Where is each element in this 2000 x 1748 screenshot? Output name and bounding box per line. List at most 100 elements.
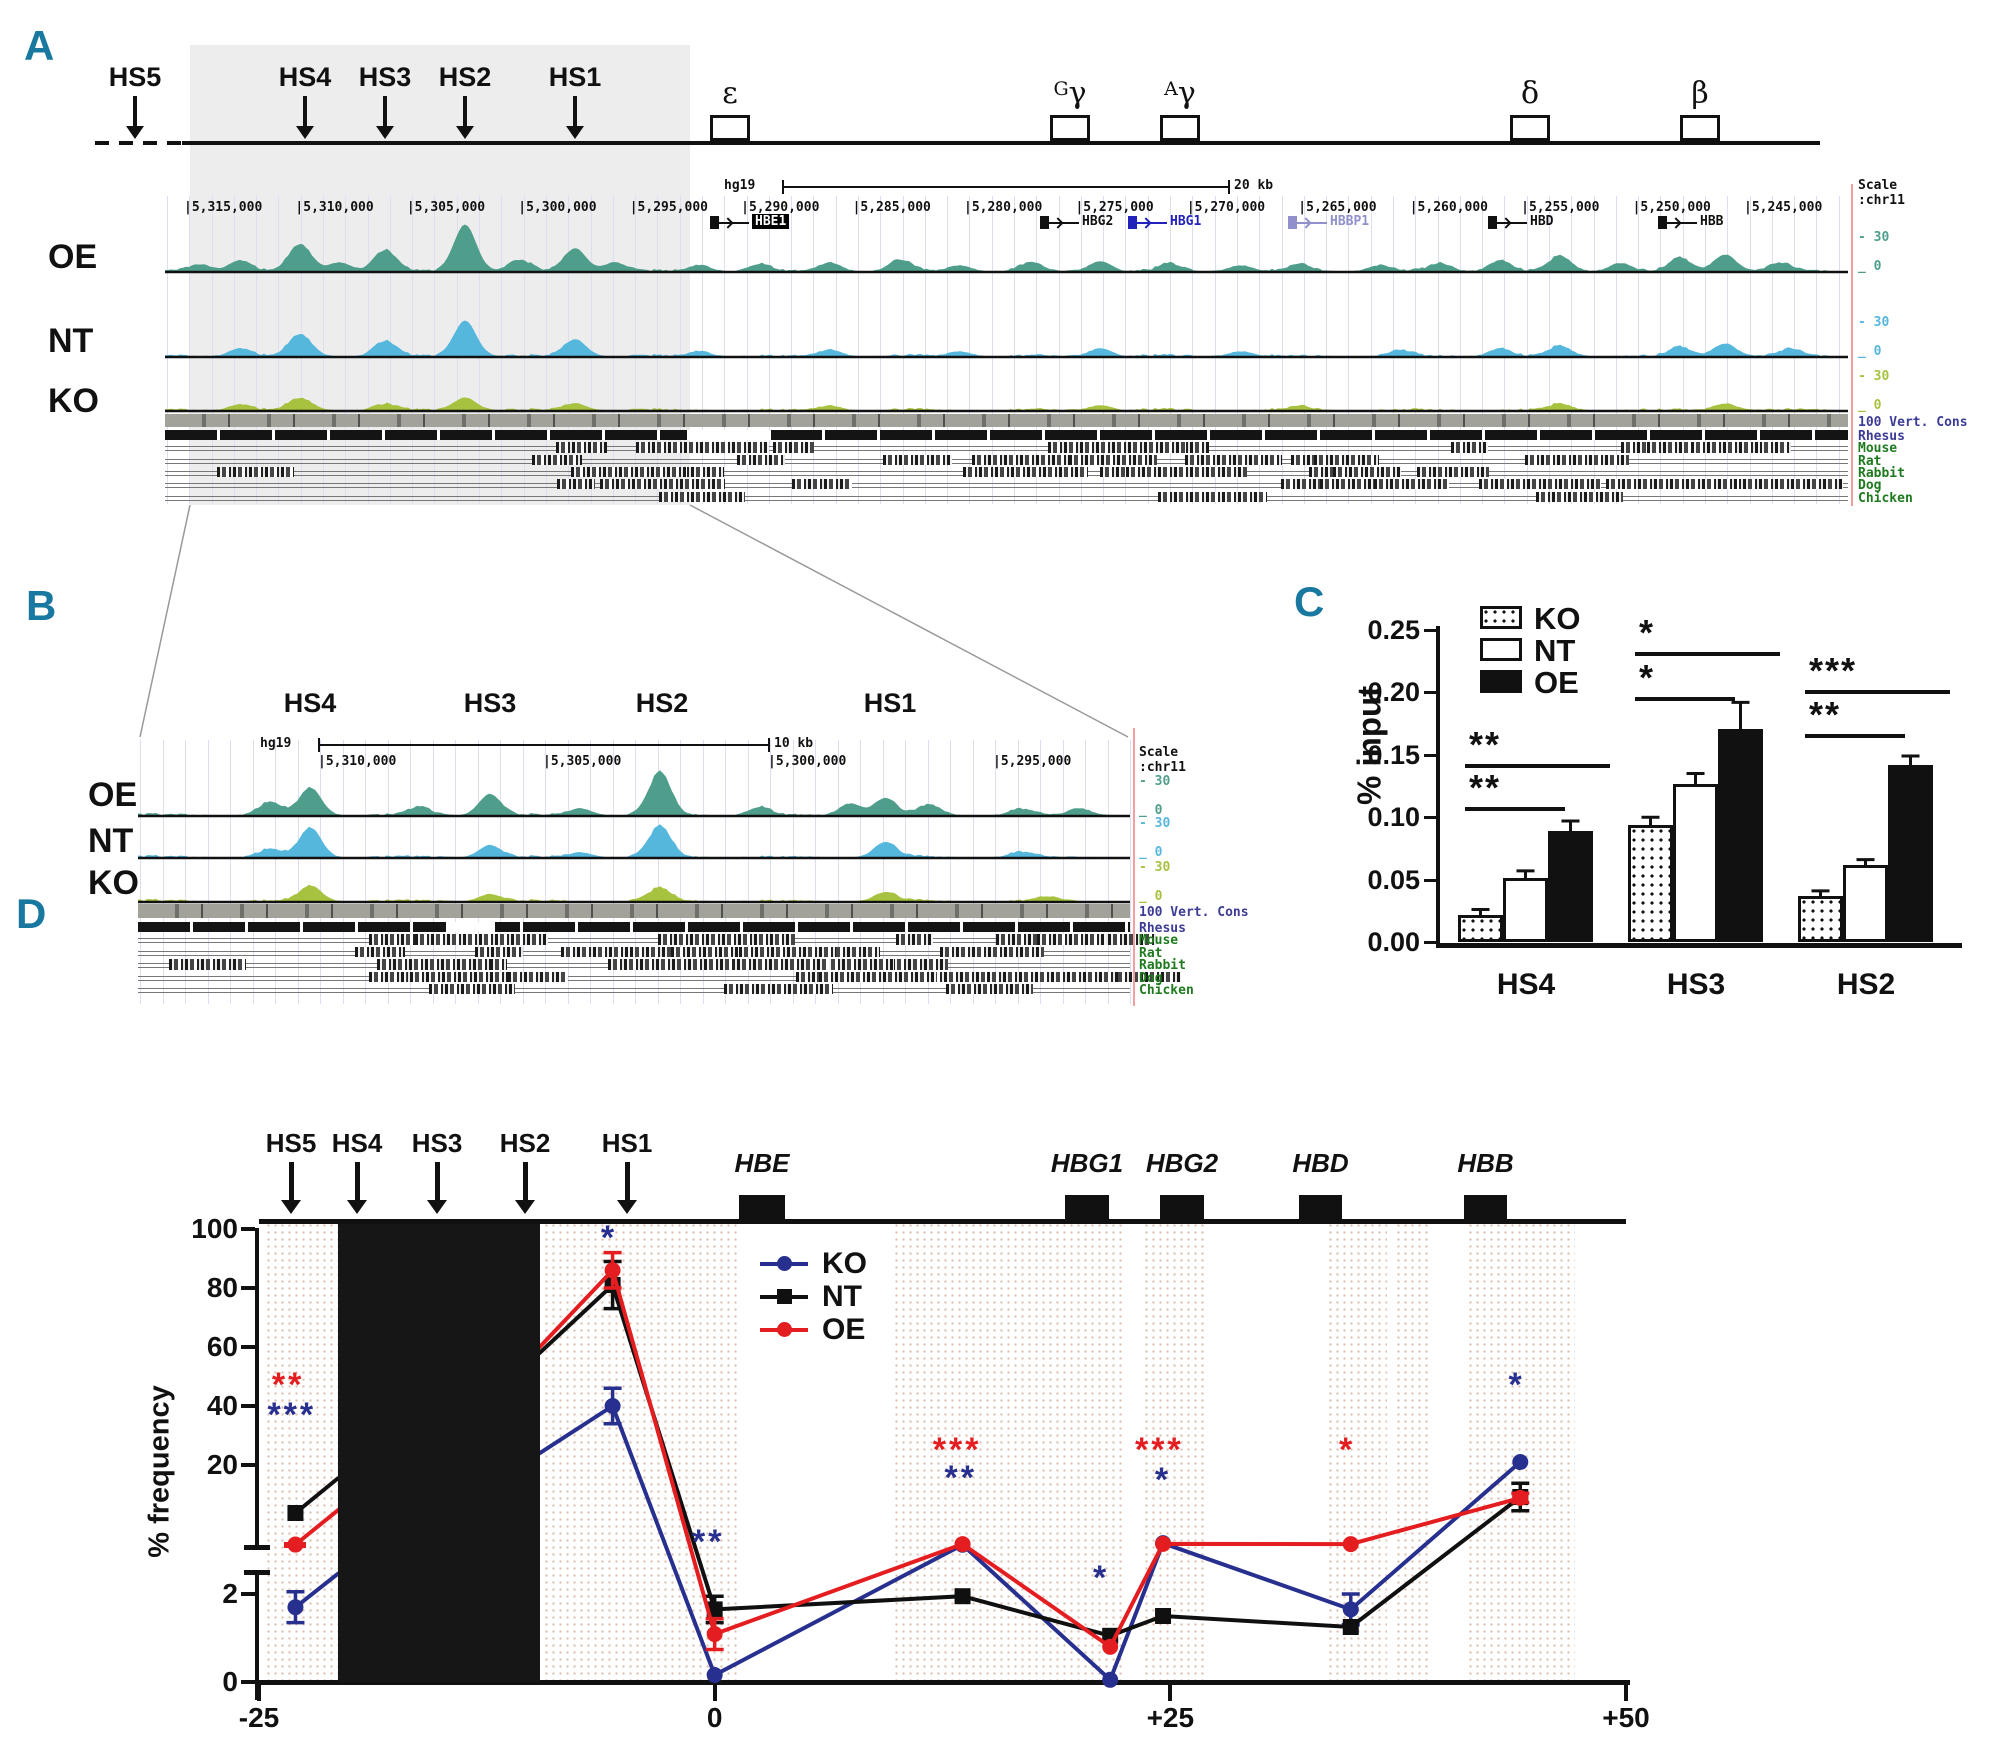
browser-gridline [207,740,209,1004]
gene-greek-label: β [1691,76,1708,111]
hs-region-highlight-box [190,45,690,505]
browser-gridline [230,740,231,1004]
c-significance-line [1635,697,1735,702]
conservation-bar [138,904,1130,918]
c-bar-nt-hs3 [1673,783,1718,942]
browser-gridline [590,740,591,1004]
alignment-cluster [876,959,948,970]
browser-gridline [657,740,659,1004]
ruler-line [782,186,1228,188]
coordinate-label: |5,250,000 [1632,200,1711,215]
gene-greek-base: γ [1068,76,1087,111]
d-x-tick [1168,1685,1173,1701]
d-y-tick [241,1680,255,1684]
species-label: Rhesus [1139,921,1186,936]
browser-gridline [545,740,546,1004]
c-y-tick-label: 0.00 [1367,927,1420,957]
alignment-cluster [1069,454,1157,465]
d-hs-arrow-head [347,1200,367,1214]
gene-exon-box [1050,115,1090,141]
panel-b-letter: B [26,582,57,629]
c-y-tick [1424,629,1436,632]
alignment-cluster [614,946,726,958]
browser-gridline [747,740,749,1004]
track-label-oe-a: OE [48,238,98,276]
d-legend-label: KO [822,1247,867,1280]
alignment-cluster [508,971,568,982]
d-legend-marker-circle [777,1322,792,1337]
alignment-cluster [608,959,733,970]
c-legend-label: NT [1534,633,1576,668]
chrom-label: :chr11 [1858,193,1905,208]
alignment-cluster [636,442,769,453]
d-y-tick-label: 60 [206,1331,238,1362]
alignment-cluster [1158,491,1267,502]
coordinate-label: |5,255,000 [1521,200,1600,215]
alignment-center-line [165,495,1848,501]
coordinate-label: |5,245,000 [1744,200,1823,215]
d-legend-marker-square [777,1289,792,1304]
c-bar-oe-hs2 [1888,764,1933,942]
d-hs-site-label: HS3 [411,1128,463,1158]
d-y-axis-lower [255,1572,259,1700]
c-y-tick [1424,691,1436,695]
alignment-cluster [377,959,492,970]
d-hs-arrow-shaft [434,1162,440,1200]
c-bar-ko-hs2 [1798,895,1843,942]
c-bar-ko-hs4 [1458,914,1503,942]
gene-glyph-exon [710,216,719,229]
d-y-tick [241,1404,255,1408]
d-legend-marker-circle [777,1256,792,1271]
gene-greek-sup: G [1053,78,1069,100]
alignment-cluster [217,466,294,478]
browser-gridline [365,740,366,1004]
browser-gridline [635,740,636,1004]
d-x-tick [257,1685,261,1701]
hs-arrow-head [296,126,314,139]
species-label: Rat [1139,945,1163,961]
scale-label: Scale [1858,178,1898,193]
alignment-center-line [138,988,1130,993]
gene-greek-base: β [1691,76,1709,111]
alignment-cluster [1048,442,1185,453]
alignment-center-line [138,975,1130,981]
c-y-tick [1424,753,1436,757]
hs-arrow-head [566,126,584,139]
alignment-cluster [394,971,519,982]
browser-gridline [342,740,344,1004]
browser-gridline [860,740,861,1004]
d-y-tick-label: 0 [222,1666,238,1697]
d-x-tick [1624,1685,1628,1701]
d-y-tick [241,1345,255,1349]
gene-glyph-arrow [1052,217,1064,229]
alignment-cluster [912,971,1034,982]
assembly-label: hg19 [724,178,756,193]
browser-gridline [927,740,929,1004]
track-max-label: - 30 [1858,369,1890,384]
species-label: Rhesus [1858,429,1905,444]
alignment-cluster [987,971,1118,982]
browser-gridline [1107,740,1109,1004]
browser-gridline [477,740,479,1004]
d-x-tick-label: 0 [706,1702,723,1733]
alignment-gap [686,430,771,441]
c-significance-stars: * [1639,657,1656,699]
c-significance-stars: ** [1469,723,1502,765]
d-hs-arrow-shaft [522,1162,528,1200]
hs-arrow-shaft [133,96,137,128]
panel-a-letter: A [24,22,55,69]
d-fragment-column [893,1222,1124,1682]
hs-site-label-b: HS4 [283,688,337,718]
d-hs-arrow-head [281,1200,301,1214]
d-masked-region-box [338,1222,540,1682]
signal-track-nt [138,824,1130,858]
ruler-scale-label: 10 kb [774,736,814,751]
alignment-cluster [883,454,952,465]
hs-arrow-shaft [383,96,387,128]
c-y-tick-label: 0.15 [1367,739,1420,770]
gene-greek-sup: A [1164,78,1178,100]
browser-gridline [140,740,141,1004]
alignment-cluster [940,946,1044,958]
alignment-cluster [1374,479,1449,490]
